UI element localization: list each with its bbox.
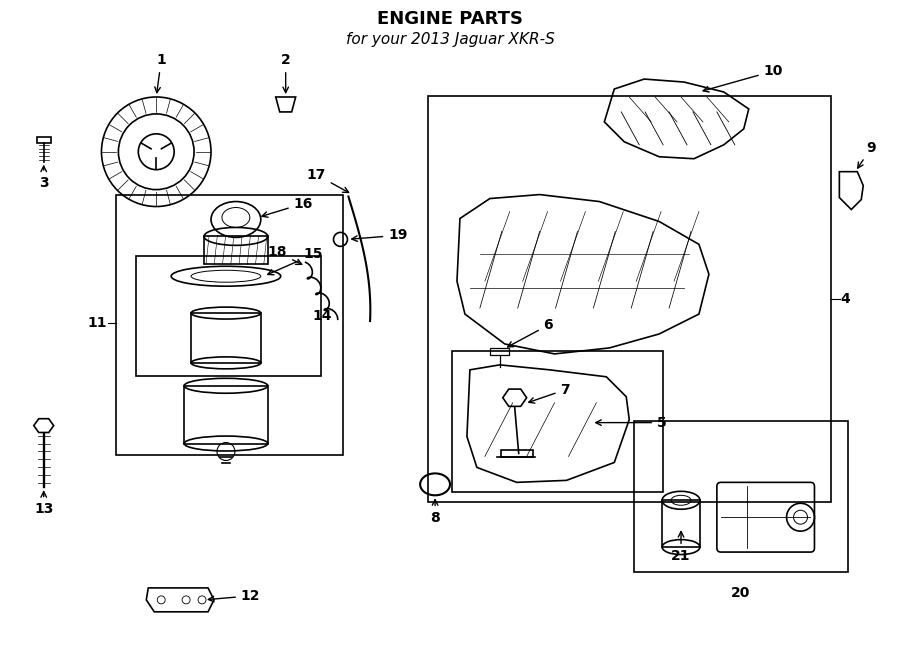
Bar [184, 386, 268, 444]
Text: 9: 9 [858, 141, 876, 168]
Bar [500, 451, 533, 457]
Text: 14: 14 [312, 309, 332, 323]
Bar [428, 96, 832, 502]
Text: 17: 17 [307, 168, 348, 192]
Text: 6: 6 [508, 318, 554, 347]
Text: for your 2013 Jaguar XKR-S: for your 2013 Jaguar XKR-S [346, 32, 554, 47]
Text: ENGINE PARTS: ENGINE PARTS [377, 11, 523, 28]
Text: 10: 10 [703, 64, 783, 92]
Text: 5: 5 [596, 416, 667, 430]
Text: 20: 20 [731, 586, 751, 600]
Text: 2: 2 [281, 53, 291, 93]
Text: 18: 18 [268, 245, 302, 264]
Bar [452, 351, 663, 492]
Text: 21: 21 [671, 531, 691, 563]
Bar [116, 194, 344, 455]
Text: 11: 11 [87, 316, 106, 330]
Text: 4: 4 [841, 292, 850, 306]
Bar [662, 500, 700, 547]
Text: 15: 15 [267, 247, 323, 275]
Text: 3: 3 [39, 166, 49, 190]
Text: 7: 7 [529, 383, 571, 403]
Text: 13: 13 [34, 492, 53, 516]
Bar [191, 313, 261, 363]
Text: 16: 16 [262, 196, 313, 217]
Bar [136, 256, 320, 376]
Bar [634, 420, 849, 572]
Text: 1: 1 [155, 53, 166, 93]
Bar [204, 237, 268, 264]
Text: 19: 19 [352, 229, 408, 243]
Text: 12: 12 [209, 589, 260, 603]
Text: 8: 8 [430, 500, 440, 525]
